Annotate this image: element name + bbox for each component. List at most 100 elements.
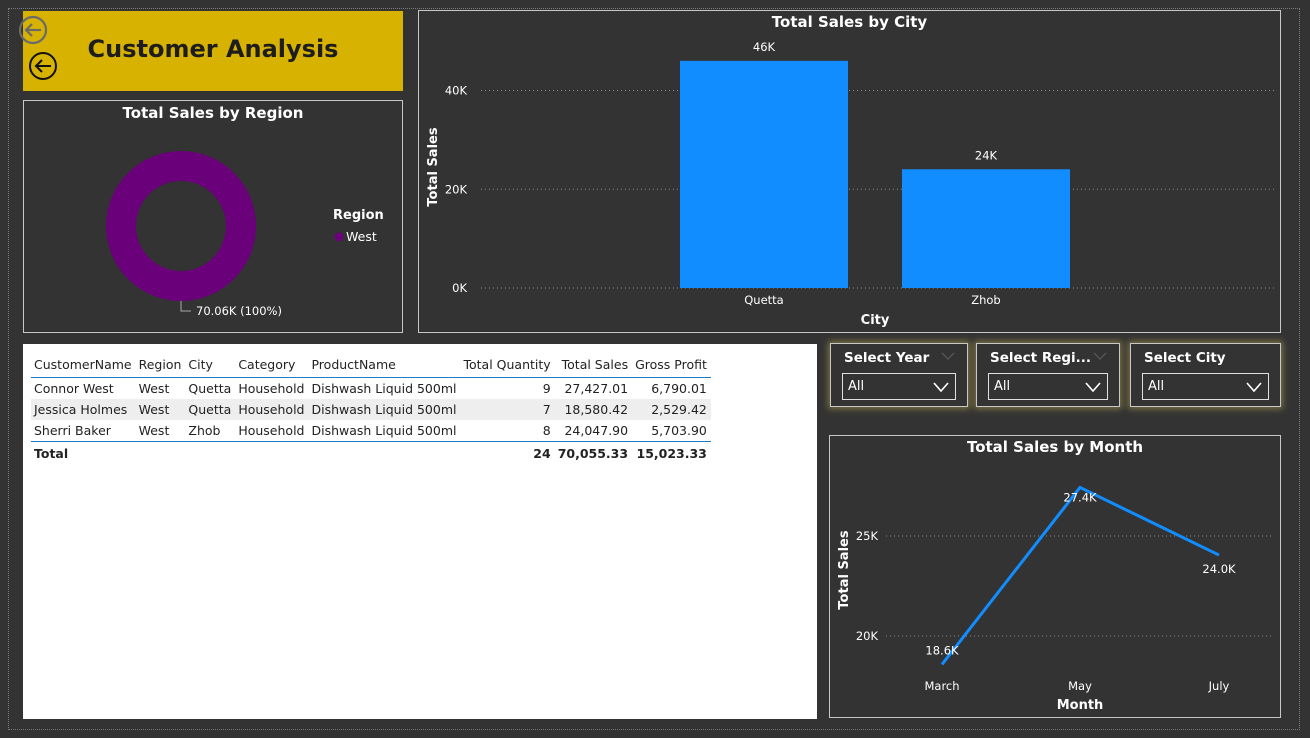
slicer-city-value: All bbox=[1148, 379, 1165, 394]
cell: Quetta bbox=[188, 402, 232, 417]
cell: 27,427.01 bbox=[564, 381, 629, 396]
bar-data-label: 24K bbox=[975, 148, 998, 162]
col-gross-profit[interactable]: Gross Profit bbox=[635, 357, 707, 372]
slicer-year[interactable]: Select Year All bbox=[830, 343, 968, 407]
col-city[interactable]: City bbox=[188, 357, 213, 372]
slicer-city-label: Select City bbox=[1144, 350, 1226, 366]
chevron-down-icon bbox=[933, 382, 949, 393]
legend-marker-west bbox=[334, 232, 344, 242]
sales-line[interactable] bbox=[940, 485, 1220, 666]
cell: Dishwash Liquid 500ml bbox=[311, 402, 457, 417]
cell: Dishwash Liquid 500ml bbox=[311, 381, 457, 396]
y-axis-title: Total Sales bbox=[426, 127, 441, 206]
slicer-city-dropdown[interactable]: All bbox=[1142, 373, 1269, 400]
bar-data-label: 46K bbox=[753, 40, 776, 54]
line-data-label: 27.4K bbox=[1063, 490, 1097, 504]
bar-zhob[interactable] bbox=[902, 169, 1070, 288]
customer-table: CustomerName Region City Category Produc… bbox=[31, 352, 711, 464]
col-customer-name[interactable]: CustomerName bbox=[34, 357, 132, 372]
cell: West bbox=[138, 402, 170, 417]
table-row[interactable]: Connor West West Quetta Household Dishwa… bbox=[31, 378, 711, 400]
chevron-down-icon[interactable] bbox=[1093, 351, 1107, 361]
y-tick-label: 0K bbox=[452, 281, 467, 295]
month-chart-panel[interactable]: Total Sales by Month 20K 25K 18.6K March 27.… bbox=[829, 435, 1281, 718]
chevron-down-icon[interactable] bbox=[941, 351, 955, 361]
y-tick-label: 40K bbox=[445, 84, 468, 98]
y-tick-label: 20K bbox=[445, 182, 468, 196]
city-chart-title: Total Sales by City bbox=[771, 13, 928, 31]
line-data-label: 24.0K bbox=[1202, 562, 1236, 576]
cell: 7 bbox=[542, 402, 551, 417]
total-quantity: 24 bbox=[533, 445, 551, 461]
page-title: Customer Analysis bbox=[87, 35, 339, 63]
slicer-year-dropdown[interactable]: All bbox=[842, 373, 956, 400]
y-axis-title: Total Sales bbox=[837, 530, 852, 609]
x-tick-label: Zhob bbox=[971, 293, 1001, 307]
region-chart-panel[interactable]: Total Sales by Region 70.06K (100%) Regi… bbox=[23, 100, 403, 333]
month-chart-title: Total Sales by Month bbox=[966, 438, 1144, 456]
cell: Household bbox=[238, 423, 305, 438]
total-label: Total bbox=[34, 445, 69, 461]
line-data-label: 18.6K bbox=[925, 643, 959, 657]
cell bbox=[235, 442, 308, 465]
col-total-sales[interactable]: Total Sales bbox=[561, 357, 629, 372]
cell: 24,047.90 bbox=[564, 423, 629, 438]
chevron-down-icon bbox=[1246, 382, 1262, 393]
chevron-down-icon bbox=[1085, 382, 1101, 393]
month-line-svg: 20K 25K 18.6K March 27.4K May 24.0K July Month To… bbox=[837, 485, 1274, 713]
legend-item-west[interactable]: West bbox=[346, 229, 377, 244]
region-donut-svg: 70.06K (100%) Region West bbox=[106, 151, 384, 318]
slicer-region-value: All bbox=[994, 379, 1011, 394]
slicer-region-label: Select Regi... bbox=[990, 350, 1092, 366]
slice-label: 70.06K (100%) bbox=[196, 304, 282, 318]
cell: 5,703.90 bbox=[651, 423, 707, 438]
title-card: Customer Analysis bbox=[23, 11, 403, 91]
cell bbox=[308, 442, 460, 465]
cell: Dishwash Liquid 500ml bbox=[311, 423, 457, 438]
cell: Sherri Baker bbox=[34, 423, 111, 438]
cell: West bbox=[138, 423, 170, 438]
cell: Household bbox=[238, 402, 305, 417]
total-gross-profit: 15,023.33 bbox=[636, 445, 707, 461]
cell: Zhob bbox=[188, 423, 221, 438]
cell: 9 bbox=[542, 381, 551, 396]
col-category[interactable]: Category bbox=[238, 357, 296, 372]
customer-table-panel[interactable]: CustomerName Region City Category Produc… bbox=[23, 344, 817, 719]
slicer-year-value: All bbox=[848, 379, 865, 394]
cell: 2,529.42 bbox=[651, 402, 707, 417]
x-axis-title: Month bbox=[1057, 698, 1104, 713]
city-chart-panel[interactable]: Total Sales by City 0K 20K 40K 46K Quetta 24K… bbox=[418, 10, 1281, 333]
donut-slice-west[interactable] bbox=[106, 151, 256, 301]
back-arrow-icon[interactable] bbox=[28, 51, 58, 81]
slice-label-leader bbox=[180, 301, 191, 312]
bar-quetta[interactable] bbox=[680, 60, 848, 288]
cell: Household bbox=[238, 381, 305, 396]
cell: 8 bbox=[542, 423, 551, 438]
back-button-icon[interactable] bbox=[18, 15, 48, 45]
table-total-row: Total 24 70,055.33 15,023.33 bbox=[31, 441, 711, 465]
cell: Quetta bbox=[188, 381, 232, 396]
report-canvas bbox=[8, 8, 1300, 730]
col-product-name[interactable]: ProductName bbox=[311, 357, 396, 372]
slicer-year-label: Select Year bbox=[844, 350, 930, 366]
table-row[interactable]: Jessica Holmes West Quetta Household Dis… bbox=[31, 399, 711, 420]
cell: Connor West bbox=[34, 381, 114, 396]
region-chart-title: Total Sales by Region bbox=[122, 104, 304, 122]
slicer-region-dropdown[interactable]: All bbox=[988, 373, 1108, 400]
table-header-row: CustomerName Region City Category Produc… bbox=[31, 352, 711, 378]
x-tick-label: July bbox=[1208, 679, 1230, 693]
x-tick-label: Quetta bbox=[744, 293, 783, 307]
cell bbox=[185, 442, 235, 465]
slicer-region[interactable]: Select Regi... All bbox=[976, 343, 1120, 407]
col-total-quantity[interactable]: Total Quantity bbox=[463, 357, 551, 372]
cell bbox=[136, 442, 186, 465]
table-row[interactable]: Sherri Baker West Zhob Household Dishwas… bbox=[31, 420, 711, 442]
x-tick-label: March bbox=[924, 679, 959, 693]
col-region[interactable]: Region bbox=[138, 357, 182, 372]
x-tick-label: May bbox=[1068, 679, 1092, 693]
total-sales: 70,055.33 bbox=[557, 445, 629, 461]
y-tick-label: 25K bbox=[856, 529, 879, 543]
city-bar-svg: 0K 20K 40K 46K Quetta 24K Zhob City Total Sales bbox=[426, 40, 1274, 328]
cell: 6,790.01 bbox=[651, 381, 707, 396]
slicer-city[interactable]: Select City All bbox=[1130, 343, 1281, 407]
